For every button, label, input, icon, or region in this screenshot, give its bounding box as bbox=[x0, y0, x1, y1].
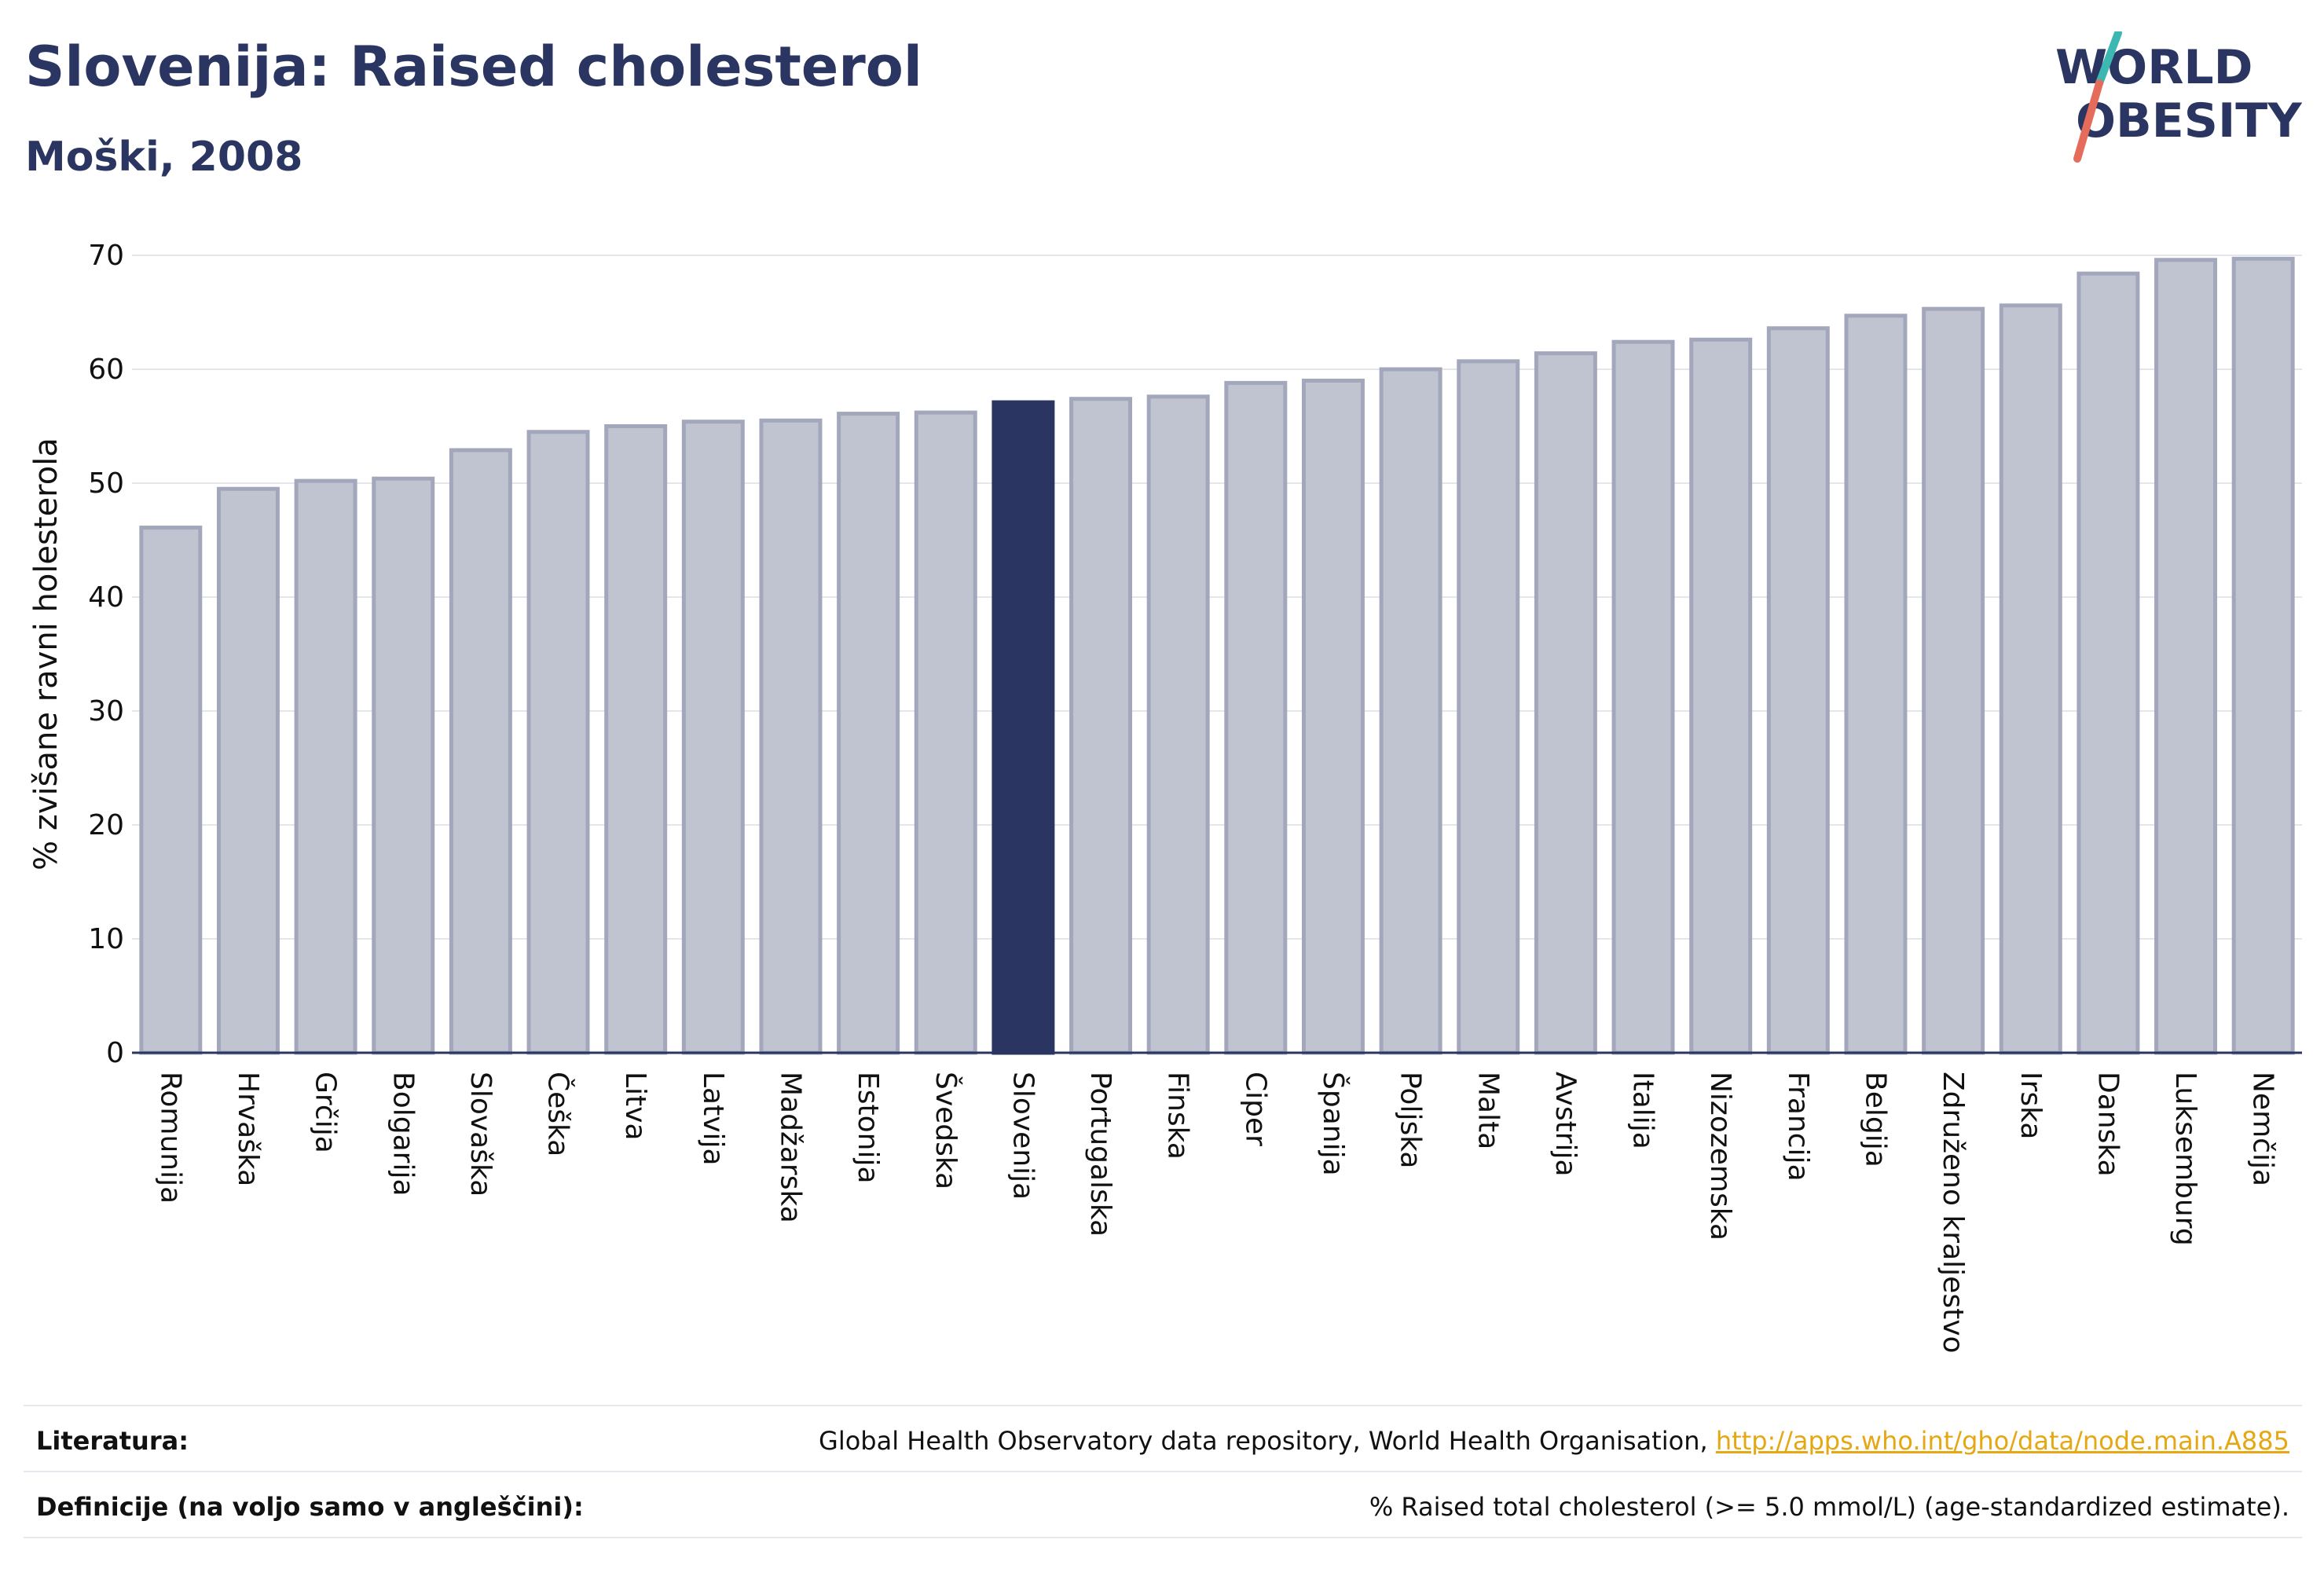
x-tick-label: Grčija bbox=[310, 1072, 342, 1153]
x-tick-label: Estonija bbox=[852, 1072, 884, 1184]
bar bbox=[1611, 339, 1675, 1055]
x-tick-label: Francija bbox=[1782, 1072, 1814, 1182]
bar bbox=[681, 420, 745, 1055]
definition-label: Definicije (na voljo samo v angleščini): bbox=[36, 1492, 584, 1522]
y-tick-label: 50 bbox=[88, 467, 124, 500]
x-tick-label: Slovenija bbox=[1006, 1072, 1039, 1200]
chart-title: Slovenija: Raised cholesterol bbox=[25, 35, 922, 99]
x-tick-label: Malta bbox=[1472, 1072, 1504, 1149]
bar bbox=[1146, 394, 1210, 1055]
x-tick-label: Litva bbox=[619, 1072, 651, 1141]
bar bbox=[759, 418, 823, 1055]
y-tick-label: 20 bbox=[88, 809, 124, 841]
logo-line2: OBESITY bbox=[2076, 93, 2303, 148]
reference-value: Global Health Observatory data repositor… bbox=[819, 1426, 2289, 1456]
bar bbox=[914, 410, 977, 1055]
bar bbox=[1301, 379, 1365, 1055]
x-tick-label: Španija bbox=[1317, 1072, 1350, 1176]
definition-text: % Raised total cholesterol (>= 5.0 mmol/… bbox=[1369, 1492, 2289, 1522]
bar bbox=[992, 400, 1055, 1055]
bar bbox=[372, 476, 435, 1055]
bar bbox=[1379, 367, 1442, 1055]
footer-divider-bottom bbox=[24, 1537, 2302, 1538]
x-tick-label: Madžarska bbox=[774, 1072, 806, 1223]
bar bbox=[1069, 397, 1133, 1055]
y-tick-label: 40 bbox=[88, 581, 124, 614]
x-tick-label: Danska bbox=[2091, 1072, 2124, 1177]
bar bbox=[1766, 326, 1830, 1055]
x-tick-label: Finska bbox=[1162, 1072, 1194, 1160]
y-tick-label: 10 bbox=[88, 923, 124, 955]
x-tick-label: Združeno kraljestvo bbox=[1937, 1072, 1969, 1354]
x-tick-label: Portugalska bbox=[1084, 1072, 1116, 1237]
bar bbox=[449, 448, 512, 1055]
x-tick-label: Belgija bbox=[1859, 1072, 1891, 1167]
bar bbox=[1457, 359, 1520, 1055]
bar bbox=[837, 412, 900, 1055]
x-tick-label: Ciper bbox=[1239, 1072, 1271, 1146]
reference-link[interactable]: http://apps.who.int/gho/data/node.main.A… bbox=[1715, 1426, 2289, 1456]
reference-text: Global Health Observatory data repositor… bbox=[819, 1426, 1716, 1456]
logo-slash-teal bbox=[2095, 31, 2122, 87]
bar-chart: 0 10 20 30 40 50 60 70 % zvišane ravni holestero… bbox=[28, 240, 2302, 1354]
bar bbox=[604, 424, 668, 1055]
chart-subtitle: Moški, 2008 bbox=[25, 134, 303, 181]
footer-reference-row: Literatura: Global Health Observatory da… bbox=[24, 1422, 2302, 1460]
bar bbox=[1999, 303, 2062, 1055]
logo-slash-coral bbox=[2073, 79, 2103, 163]
y-tick-label: 70 bbox=[88, 240, 124, 272]
world-obesity-logo: WORLD OBESITY bbox=[2055, 31, 2303, 163]
footer-divider-top bbox=[24, 1405, 2302, 1406]
x-tick-label: Švedska bbox=[929, 1072, 962, 1189]
reference-label: Literatura: bbox=[36, 1426, 189, 1456]
x-tick-label: Hrvaška bbox=[232, 1072, 264, 1186]
x-tick-label: Avstrija bbox=[1549, 1072, 1582, 1177]
x-tick-label: Italija bbox=[1627, 1072, 1659, 1149]
x-tick-label: Romunija bbox=[154, 1072, 186, 1204]
logo-line1: WORLD bbox=[2055, 40, 2253, 95]
x-tick-label: Irska bbox=[2014, 1072, 2047, 1139]
x-tick-label: Luksemburg bbox=[2169, 1072, 2201, 1246]
bar bbox=[1224, 380, 1288, 1055]
footer-divider-middle bbox=[24, 1471, 2302, 1472]
footer-definition-row: Definicije (na voljo samo v angleščini):… bbox=[24, 1488, 2302, 1526]
x-tick-label: Latvija bbox=[697, 1072, 729, 1166]
bar bbox=[2154, 258, 2218, 1055]
bar bbox=[216, 486, 280, 1055]
x-tick-label: Poljska bbox=[1395, 1072, 1427, 1169]
y-tick-label: 30 bbox=[88, 695, 124, 728]
bar bbox=[1689, 337, 1753, 1055]
bar bbox=[2077, 271, 2140, 1055]
bar bbox=[1922, 306, 1985, 1055]
x-tick-label: Nizozemska bbox=[1704, 1072, 1736, 1241]
x-tick-label: Bolgarija bbox=[387, 1072, 419, 1197]
x-tick-label: Slovaška bbox=[464, 1072, 497, 1197]
x-tick-label: Češka bbox=[542, 1072, 575, 1156]
y-axis-label: % zvišane ravni holesterola bbox=[28, 438, 64, 870]
y-tick-label: 0 bbox=[106, 1037, 124, 1069]
y-tick-label: 60 bbox=[88, 354, 124, 386]
bar bbox=[2231, 256, 2295, 1055]
bar bbox=[526, 430, 590, 1055]
bar bbox=[139, 526, 203, 1055]
bar bbox=[1844, 313, 1908, 1055]
x-tick-label: Nemčija bbox=[2247, 1072, 2279, 1186]
bar bbox=[1534, 351, 1597, 1055]
bar bbox=[294, 478, 357, 1055]
